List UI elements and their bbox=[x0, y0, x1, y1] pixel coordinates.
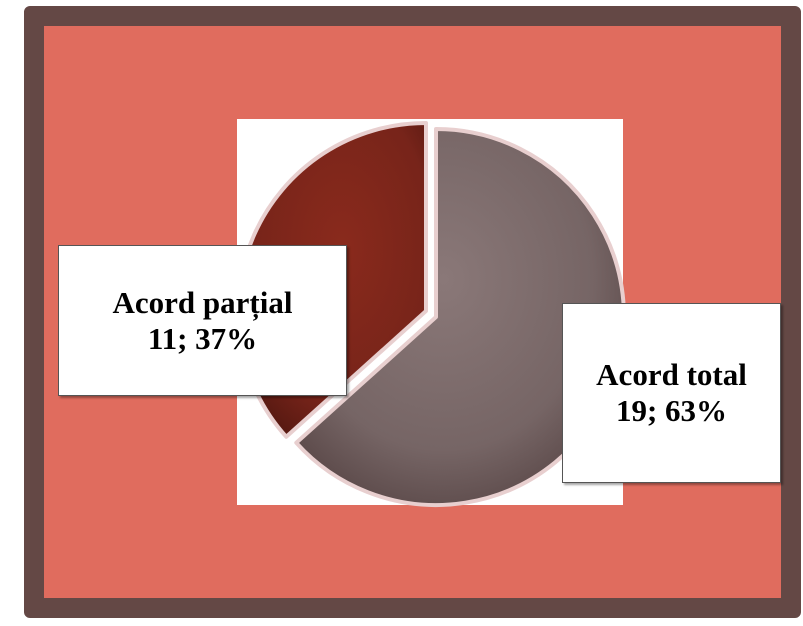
data-label-partial: Acord parțial 11; 37% bbox=[58, 245, 347, 396]
data-label-partial-value: 11; 37% bbox=[147, 320, 258, 356]
data-label-total-value: 19; 63% bbox=[615, 393, 728, 428]
data-label-total-name: Acord total bbox=[596, 357, 747, 393]
data-label-partial-name: Acord parțial bbox=[112, 284, 293, 320]
data-label-total: Acord total 19; 63% bbox=[562, 303, 781, 483]
